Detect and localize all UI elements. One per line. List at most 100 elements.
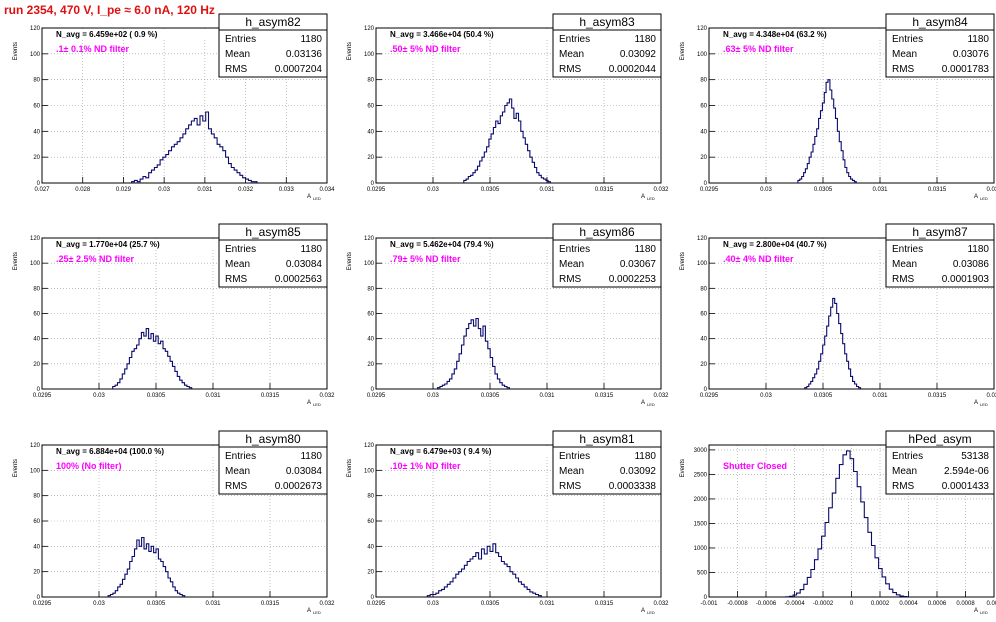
y-axis-label: Events <box>680 459 686 477</box>
stats-mean-label: Mean <box>559 49 584 60</box>
stats-rms-label: RMS <box>892 64 915 75</box>
stats-box <box>885 223 995 288</box>
x-tick-label: 0.0008 <box>956 601 975 607</box>
y-tick-label: 80 <box>367 494 374 500</box>
x-axis-label: A <box>307 400 311 406</box>
x-tick-label: 0.0315 <box>261 393 280 399</box>
x-tick-label: 0.0305 <box>814 393 833 399</box>
y-tick-label: 0 <box>704 181 708 187</box>
x-tick-label: 0.031 <box>205 393 221 399</box>
histogram-h_asym84 <box>797 79 857 183</box>
stats-mean-label: Mean <box>892 259 917 270</box>
stats-title: h_asym86 <box>579 225 635 239</box>
stats-rms-value: 0.0002253 <box>609 274 657 285</box>
stats-rms-label: RMS <box>892 481 915 492</box>
y-tick-label: 20 <box>367 570 374 576</box>
stats-entries-label: Entries <box>225 34 256 45</box>
x-tick-label: 0.032 <box>653 601 669 607</box>
y-tick-label: 100 <box>364 468 375 474</box>
y-tick-label: 80 <box>33 494 40 500</box>
y-tick-label: 60 <box>700 104 707 110</box>
stats-mean-label: Mean <box>892 49 917 60</box>
navg-box <box>377 29 555 40</box>
x-axis-label-subscript: LED <box>313 402 321 407</box>
stats-mean-value: 2.594e-06 <box>944 466 989 477</box>
x-axis-label-subscript: LED <box>313 610 321 615</box>
stats-box <box>552 223 662 288</box>
y-tick-label: 60 <box>33 519 40 525</box>
stats-rms-label: RMS <box>892 274 915 285</box>
stats-title: hPed_asym <box>908 432 971 446</box>
x-tick-label: 0.0305 <box>147 601 166 607</box>
x-tick-label: 0.03 <box>158 187 170 193</box>
stats-entries-value: 1180 <box>967 34 989 45</box>
y-tick-label: 80 <box>33 286 40 292</box>
y-tick-label: 40 <box>367 129 374 135</box>
stats-mean-label: Mean <box>225 259 250 270</box>
y-tick-label: 40 <box>700 337 707 343</box>
x-tick-label: 0.0315 <box>595 393 614 399</box>
stats-title: h_asym87 <box>912 225 968 239</box>
histogram-h_asym81 <box>426 543 542 597</box>
x-tick-label: 0.031 <box>539 601 555 607</box>
stats-mean-value: 0.03084 <box>286 466 323 477</box>
x-tick-label: 0.0315 <box>928 393 947 399</box>
navg-label: N_avg = 3.466e+04 (50.4 %) <box>390 30 494 39</box>
y-tick-label: 20 <box>33 362 40 368</box>
x-tick-label: 0.031 <box>197 187 213 193</box>
stats-rms-label: RMS <box>559 64 582 75</box>
navg-box <box>377 239 555 250</box>
histogram-hPed_asym <box>785 450 908 598</box>
x-tick-label: 0.0305 <box>481 393 500 399</box>
y-tick-label: 0 <box>37 387 41 393</box>
y-axis-label: Events <box>347 252 353 270</box>
y-tick-label: 100 <box>364 261 375 267</box>
filter-label: .79± 5% ND filter <box>390 254 461 264</box>
y-tick-label: 100 <box>30 468 41 474</box>
y-tick-label: 100 <box>30 261 41 267</box>
stats-rms-value: 0.0001783 <box>942 64 990 75</box>
x-tick-label: -0.0002 <box>813 601 834 607</box>
navg-box <box>43 446 221 457</box>
y-tick-label: 80 <box>367 78 374 84</box>
navg-label: N_avg = 2.800e+04 (40.7 %) <box>723 240 827 249</box>
filter-label: 100% (No filter) <box>56 461 122 471</box>
stats-rms-label: RMS <box>225 481 248 492</box>
x-tick-label: 0.028 <box>75 187 91 193</box>
y-tick-label: 0 <box>704 595 708 601</box>
y-tick-label: 80 <box>700 286 707 292</box>
histogram-h_asym80 <box>107 536 186 597</box>
filter-label: .63± 5% ND filter <box>723 44 794 54</box>
navg-box <box>710 29 888 40</box>
stats-entries-value: 1180 <box>300 244 322 255</box>
filter-label: .10± 1% ND filter <box>390 461 461 471</box>
stats-rms-value: 0.0002673 <box>275 481 323 492</box>
stats-box <box>552 13 662 78</box>
y-axis-label: Events <box>13 252 19 270</box>
stats-entries-label: Entries <box>559 34 590 45</box>
stats-mean-label: Mean <box>559 259 584 270</box>
y-tick-label: 40 <box>33 337 40 343</box>
y-tick-label: 40 <box>700 129 707 135</box>
x-tick-label: -0.0008 <box>727 601 748 607</box>
histogram-h_asym85 <box>112 328 193 389</box>
y-tick-label: 20 <box>367 155 374 161</box>
x-tick-label: 0.031 <box>872 187 888 193</box>
y-tick-label: 100 <box>697 261 708 267</box>
x-axis-label-subscript: LED <box>647 196 655 201</box>
x-tick-label: 0.03 <box>427 601 439 607</box>
y-tick-label: 60 <box>367 519 374 525</box>
y-tick-label: 120 <box>364 443 375 449</box>
stats-title: h_asym85 <box>245 225 301 239</box>
x-tick-label: 0.027 <box>34 187 50 193</box>
x-tick-label: 0.03 <box>427 393 439 399</box>
x-tick-label: 0.031 <box>205 601 221 607</box>
x-axis-label: A <box>307 608 311 614</box>
y-tick-label: 80 <box>367 286 374 292</box>
stats-box <box>552 430 662 495</box>
x-tick-label: 0.03 <box>760 187 772 193</box>
y-tick-label: 60 <box>700 312 707 318</box>
y-tick-label: 100 <box>30 52 41 58</box>
y-tick-label: 0 <box>371 387 375 393</box>
